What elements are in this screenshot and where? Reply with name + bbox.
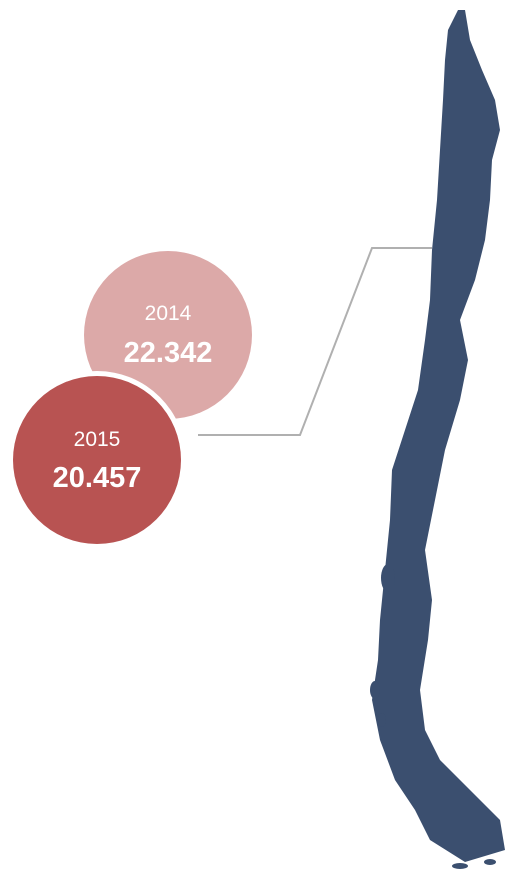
- map-islands: [370, 564, 496, 869]
- year-label: 2015: [74, 428, 121, 451]
- circle-2015: [13, 376, 181, 544]
- connector-line: [198, 247, 432, 436]
- value-label: 20.457: [53, 462, 142, 494]
- year-label: 2014: [145, 302, 192, 325]
- chile-map: [372, 10, 505, 862]
- value-label: 22.342: [124, 337, 213, 369]
